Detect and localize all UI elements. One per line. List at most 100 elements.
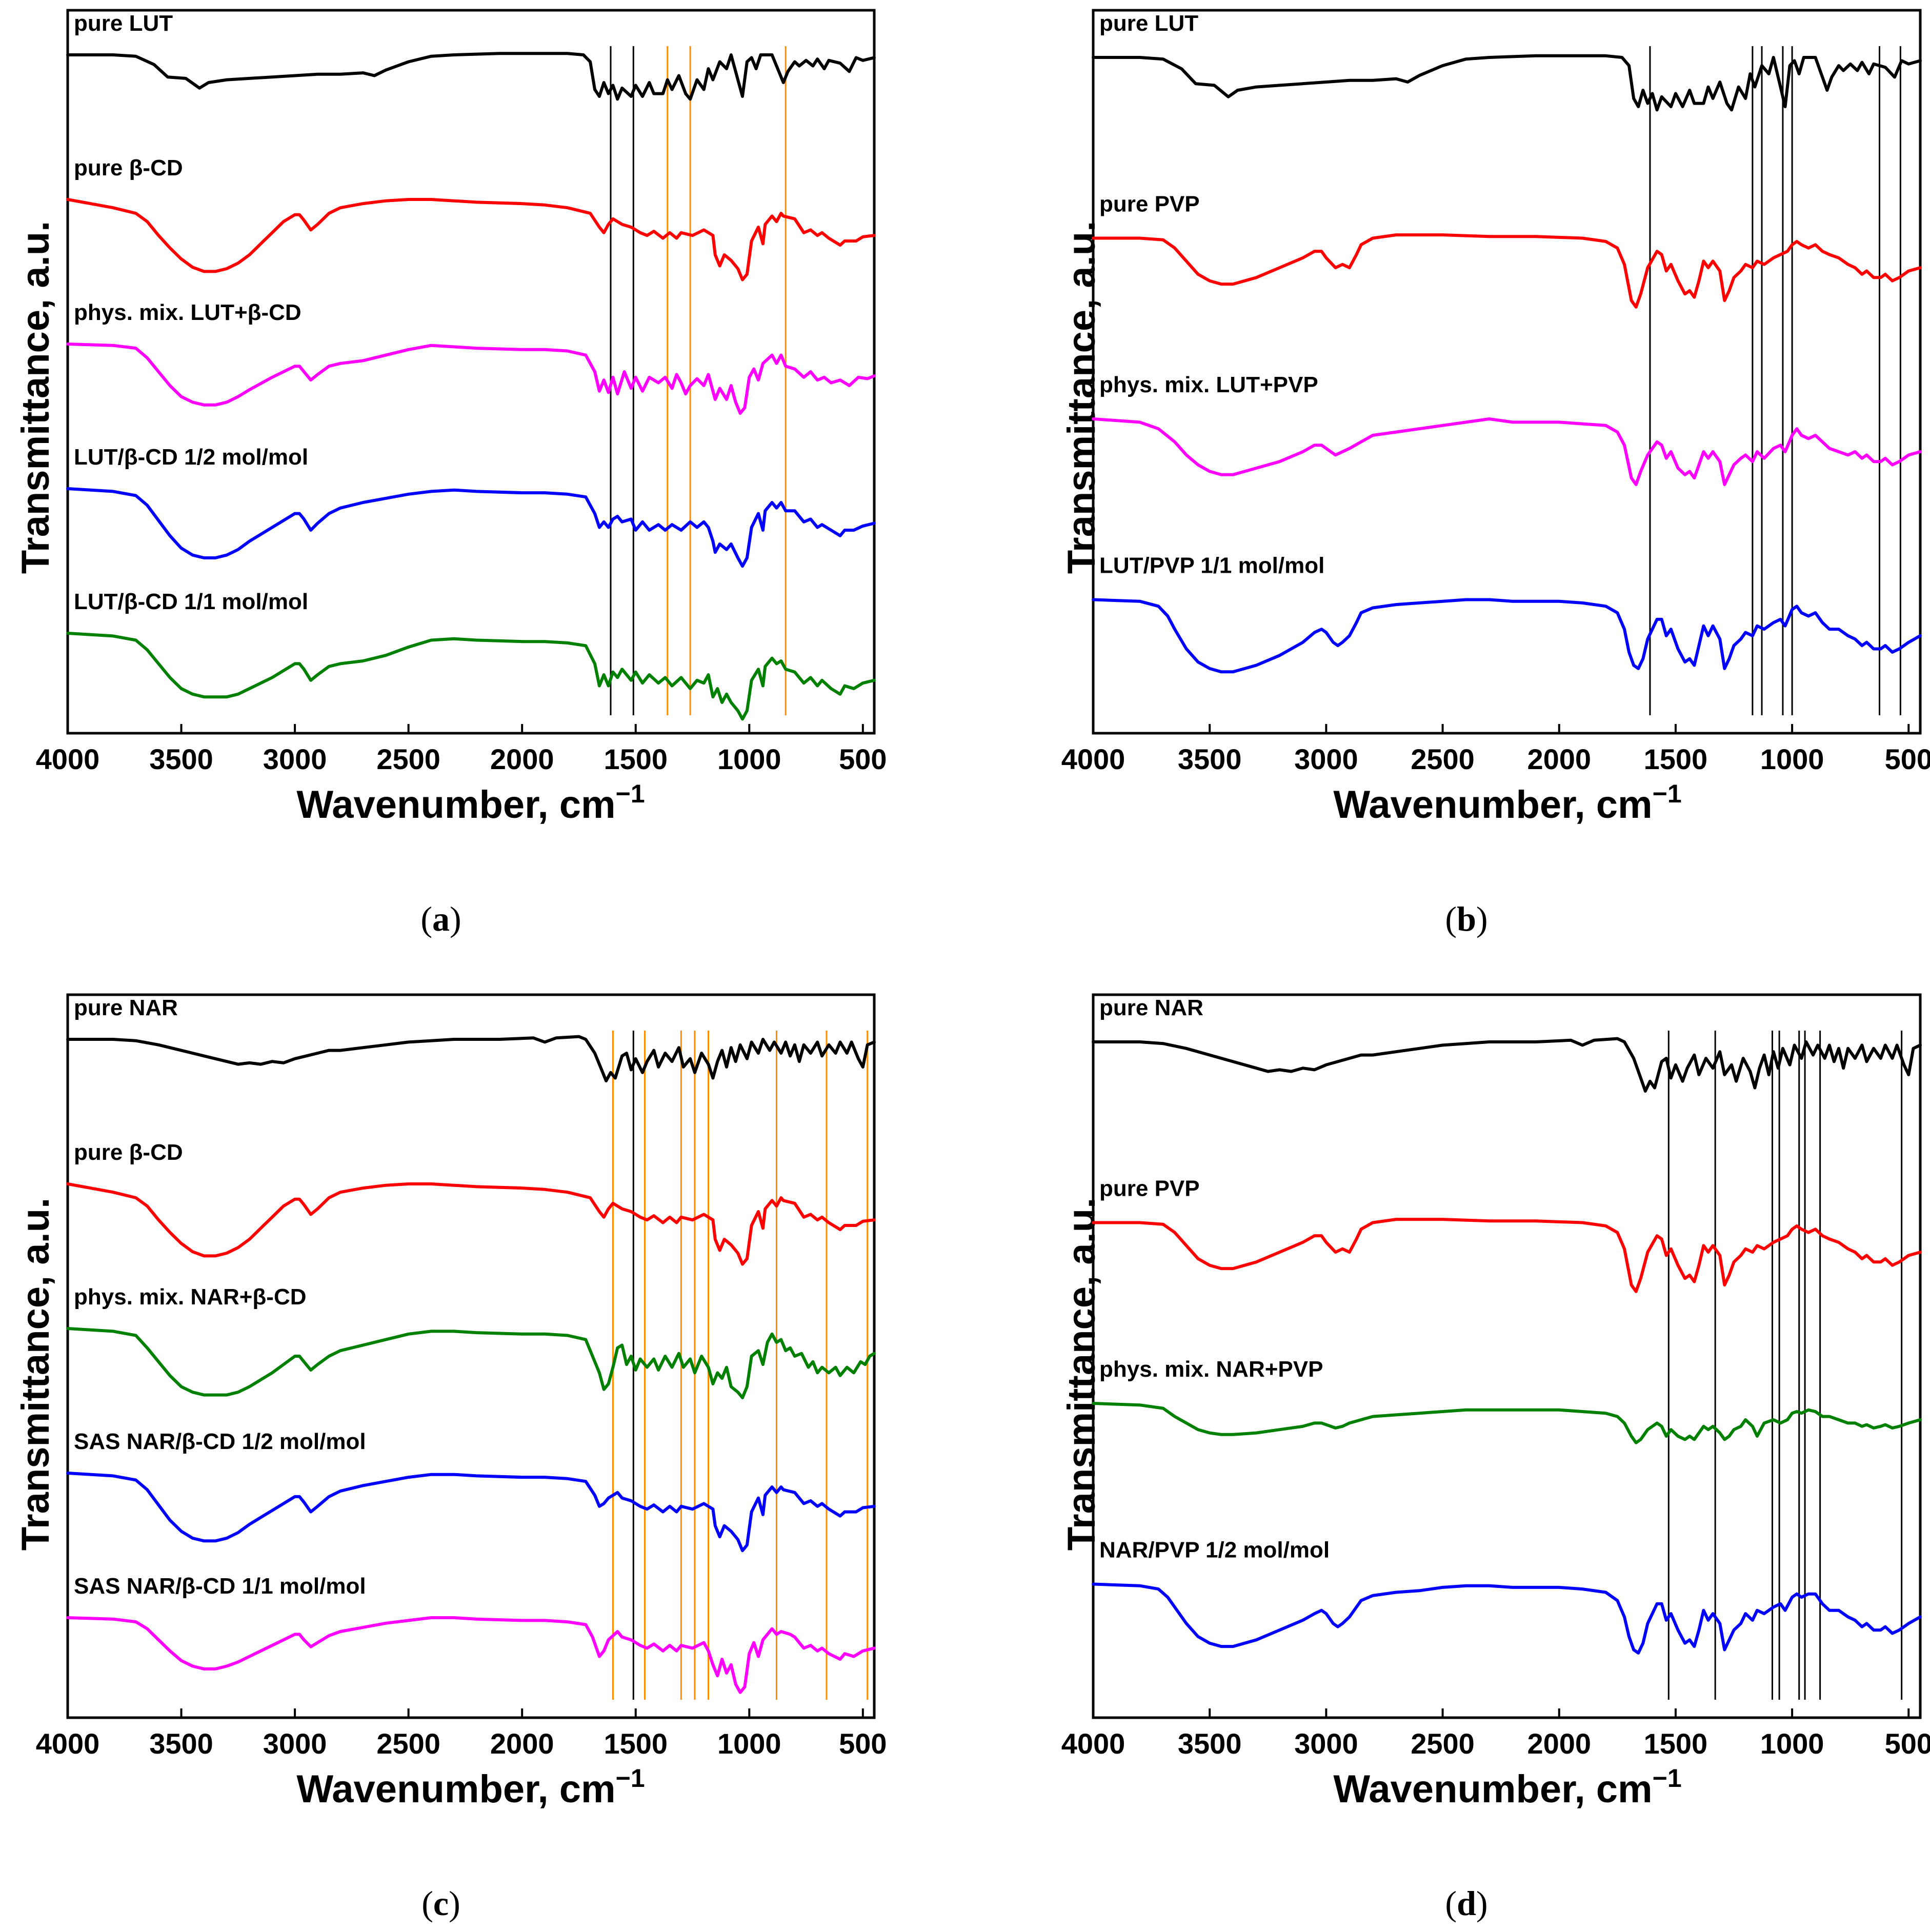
y-axis-title: Transmittance, a.u. [14, 221, 57, 574]
x-tick-label-0: 4000 [1061, 743, 1125, 775]
x-ticks: 4000 3500 3000 2500 2000 1500 1000 500 [1061, 724, 1930, 775]
panel-caption: (a) [420, 899, 461, 938]
series-label-2: phys. mix. NAR+PVP [1099, 1357, 1323, 1382]
x-tick-label-5: 1500 [604, 1727, 668, 1760]
x-tick-label-0: 4000 [36, 1727, 100, 1760]
x-tick-label-3: 2500 [376, 1727, 440, 1760]
series-label-1: pure PVP [1099, 192, 1200, 217]
series-line-1 [66, 1182, 876, 1266]
x-tick-label-6: 1000 [1760, 1727, 1824, 1760]
series-label-3: LUT/PVP 1/1 mol/mol [1099, 553, 1324, 578]
plot-frame [1092, 9, 1922, 735]
series-line-1 [66, 198, 876, 281]
panel-d: Transmittance, a.u. pure NAR pure PVP phys… [1060, 993, 1930, 1923]
x-tick-label-3: 2500 [1411, 1727, 1475, 1760]
series-label-1: pure β-CD [74, 1140, 183, 1165]
x-tick-label-2: 3000 [1294, 743, 1358, 775]
x-tick-label-7: 500 [1885, 1727, 1930, 1760]
x-tick-label-4: 2000 [1527, 1727, 1591, 1760]
series-line-3 [66, 1472, 876, 1553]
series-line-1 [1092, 1218, 1922, 1293]
x-tick-label-2: 3000 [1294, 1727, 1358, 1760]
x-tick-label-0: 4000 [1061, 1727, 1125, 1760]
series-label-0: pure NAR [1099, 995, 1203, 1020]
panel-caption: (b) [1445, 899, 1487, 938]
panel-a: Transmittance, a.u. pure LUT pure β-CD phy… [14, 9, 887, 938]
panel-caption: (c) [421, 1884, 460, 1923]
series-label-0: pure LUT [1099, 11, 1198, 36]
series-line-3 [66, 487, 876, 568]
spectra [66, 52, 876, 721]
series-label-2: phys. mix. NAR+β-CD [74, 1284, 307, 1310]
series-line-2 [1092, 417, 1922, 486]
series-label-1: pure β-CD [74, 155, 183, 180]
series-line-0 [66, 52, 876, 101]
spectra [1092, 54, 1922, 674]
x-tick-label-1: 3500 [149, 1727, 213, 1760]
series-labels: pure NAR pure β-CD phys. mix. NAR+β-CD SAS … [74, 995, 366, 1599]
y-axis-title: Transmittance, a.u. [1060, 221, 1103, 574]
panel-b: Transmittance, a.u. pure LUT pure PVP phys… [1060, 9, 1930, 938]
x-axis-title: Wavenumber, cm−1 [296, 779, 645, 827]
x-tick-label-6: 1000 [717, 743, 781, 775]
series-line-4 [66, 1616, 876, 1694]
series-labels: pure LUT pure β-CD phys. mix. LUT+β-CD LUT/… [74, 11, 308, 614]
x-ticks: 4000 3500 3000 2500 2000 1500 1000 500 [1061, 1708, 1930, 1760]
x-axis-title: Wavenumber, cm−1 [1333, 1764, 1681, 1811]
series-label-0: pure LUT [74, 11, 173, 36]
series-line-3 [1092, 598, 1922, 674]
series-label-4: SAS NAR/β-CD 1/1 mol/mol [74, 1574, 366, 1599]
series-label-2: phys. mix. LUT+β-CD [74, 300, 301, 325]
x-tick-label-2: 3000 [263, 1727, 327, 1760]
x-tick-label-5: 1500 [604, 743, 668, 775]
series-labels: pure NAR pure PVP phys. mix. NAR+PVP NAR/PV… [1099, 995, 1330, 1563]
x-tick-label-3: 2500 [376, 743, 440, 775]
x-tick-label-1: 3500 [149, 743, 213, 775]
x-ticks: 4000 3500 3000 2500 2000 1500 1000 500 [36, 724, 887, 775]
x-axis-title: Wavenumber, cm−1 [1333, 779, 1681, 827]
x-tick-label-6: 1000 [717, 1727, 781, 1760]
panel-caption: (d) [1445, 1884, 1487, 1923]
series-line-3 [1092, 1582, 1922, 1655]
x-tick-label-4: 2000 [1527, 743, 1591, 775]
x-tick-label-4: 2000 [490, 1727, 554, 1760]
x-tick-label-5: 1500 [1644, 1727, 1708, 1760]
x-tick-label-5: 1500 [1644, 743, 1708, 775]
y-axis-title: Transmittance, a.u. [1060, 1198, 1103, 1551]
x-tick-label-4: 2000 [490, 743, 554, 775]
spectra [66, 1035, 876, 1694]
series-label-0: pure NAR [74, 995, 178, 1020]
plot-frame [66, 9, 876, 735]
series-label-3: SAS NAR/β-CD 1/2 mol/mol [74, 1429, 366, 1454]
x-axis-title: Wavenumber, cm−1 [296, 1764, 645, 1811]
plot-frame [1092, 993, 1922, 1719]
series-labels: pure LUT pure PVP phys. mix. LUT+PVP LUT/PV… [1099, 11, 1324, 578]
plot-frame [66, 993, 876, 1719]
x-tick-label-7: 500 [839, 743, 887, 775]
x-tick-label-2: 3000 [263, 743, 327, 775]
marker-lines [1649, 46, 1901, 715]
x-tick-label-1: 3500 [1178, 1727, 1242, 1760]
x-ticks: 4000 3500 3000 2500 2000 1500 1000 500 [36, 1708, 887, 1760]
x-tick-label-7: 500 [839, 1727, 887, 1760]
x-tick-label-6: 1000 [1760, 743, 1824, 775]
series-line-0 [1092, 54, 1922, 112]
y-axis-title: Transmittance, a.u. [14, 1198, 57, 1551]
x-tick-label-1: 3500 [1178, 743, 1242, 775]
series-line-2 [66, 343, 876, 415]
spectra [1092, 1037, 1922, 1655]
x-tick-label-7: 500 [1885, 743, 1930, 775]
marker-lines [1667, 1031, 1903, 1700]
series-label-1: pure PVP [1099, 1176, 1200, 1201]
x-tick-label-3: 2500 [1411, 743, 1475, 775]
series-label-2: phys. mix. LUT+PVP [1099, 372, 1318, 397]
series-line-4 [66, 632, 876, 721]
series-line-0 [66, 1035, 876, 1082]
series-line-1 [1092, 233, 1922, 309]
series-line-2 [66, 1327, 876, 1399]
panel-c: Transmittance, a.u. pure NAR pure β-CD phy… [14, 993, 887, 1923]
x-tick-label-0: 4000 [36, 743, 100, 775]
series-label-3: NAR/PVP 1/2 mol/mol [1099, 1538, 1330, 1563]
marker-lines [612, 1031, 869, 1700]
